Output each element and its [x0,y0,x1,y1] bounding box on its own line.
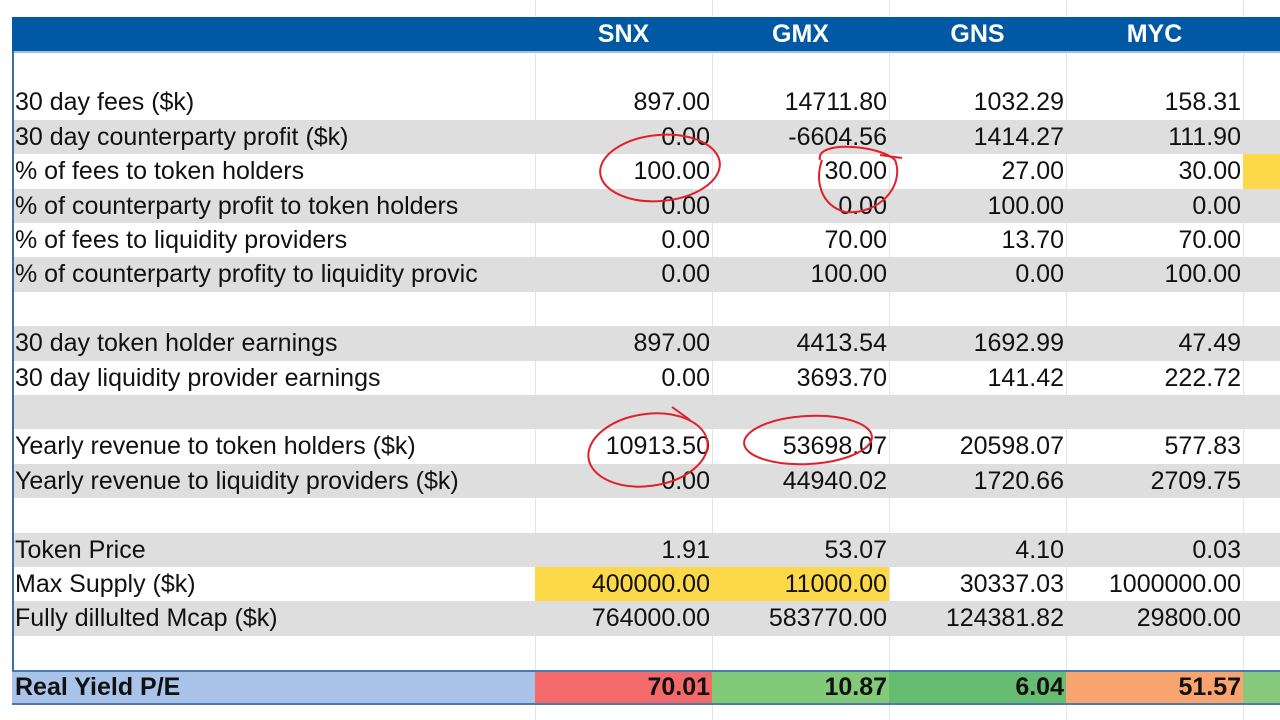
table-row: 30 day liquidity provider earnings 0.00 36… [12,361,1280,395]
pe-value-snx[interactable]: 70.01 [535,672,712,703]
cell-myc[interactable]: 0.00 [1192,191,1241,220]
table-row: Token Price 1.91 53.07 4.10 0.03 [12,532,1280,567]
cell-myc[interactable]: 100.00 [1164,260,1241,289]
row-label[interactable]: Fully dillulted Mcap ($k) [15,604,278,633]
cell-gns[interactable]: 27.00 [1001,157,1064,186]
row-label[interactable]: Yearly revenue to liquidity providers ($… [15,466,459,495]
cell-gns[interactable]: 1032.29 [973,88,1064,117]
cell-gmx[interactable]: 3693.70 [796,363,887,392]
cell-snx[interactable]: 0.00 [661,260,710,289]
cell-myc[interactable]: 158.31 [1164,88,1241,117]
cell-snx[interactable]: 0.00 [661,466,710,495]
row-label[interactable]: 30 day fees ($k) [15,88,195,117]
cell-myc[interactable]: 70.00 [1178,226,1241,254]
row-label[interactable]: % of fees to token holders [15,157,305,186]
cell-snx[interactable]: 10913.50 [605,432,710,461]
table-row: Fully dillulted Mcap ($k) 764000.00 583770… [12,601,1280,636]
cell-gmx[interactable]: 0.00 [838,191,887,220]
header-row: SNX GMX GNS MYC [12,17,1280,53]
row-label[interactable]: % of counterparty profity to liquidity p… [15,260,478,289]
cell-gns[interactable]: 13.70 [1001,226,1064,254]
cell-snx[interactable]: 897.00 [633,88,710,117]
cell-myc[interactable]: 111.90 [1168,122,1241,151]
row-label[interactable]: 30 day counterparty profit ($k) [15,122,349,151]
cell-gns[interactable]: 1720.66 [973,466,1064,495]
table-row: 30 day token holder earnings 897.00 4413.5… [12,326,1280,361]
cell-gmx[interactable]: 53698.07 [782,432,887,461]
cell-snx[interactable]: 100.00 [633,157,710,186]
cell-gns[interactable]: 0.00 [1015,260,1064,289]
cell-gns[interactable]: 30337.03 [959,570,1064,598]
table-row: Yearly revenue to token holders ($k) 1091… [12,429,1280,463]
table-row: % of fees to liquidity providers 0.00 70.0… [12,223,1280,257]
cell-gns[interactable]: 1414.27 [973,122,1064,151]
row-label[interactable]: Max Supply ($k) [15,570,196,598]
row-label[interactable]: % of counterparty profit to token holder… [15,191,459,220]
cell-gns[interactable]: 124381.82 [945,604,1064,633]
cell-myc[interactable]: 29800.00 [1136,604,1241,633]
cell-gmx[interactable]: 14711.80 [784,88,887,117]
cell-gmx[interactable]: 4413.54 [796,329,887,358]
column-header[interactable]: MYC [1126,20,1183,48]
cell-snx[interactable]: 0.00 [661,226,710,254]
cell-gns[interactable]: 1692.99 [973,329,1064,358]
cell-gns[interactable]: 141.42 [987,363,1064,392]
cell-myc[interactable]: 1000000.00 [1108,570,1241,598]
cell-gmx[interactable]: 70.00 [824,226,887,254]
pe-value-gmx[interactable]: 10.87 [712,672,889,703]
table-row: Max Supply ($k) 400000.00 11000.00 30337.03… [12,567,1280,602]
cell-gmx[interactable]: 583770.00 [768,604,887,633]
pe-row: Real Yield P/E 70.01 10.87 6.04 51.57 [12,670,1280,705]
cell-snx[interactable]: 897.00 [633,329,710,358]
cell-gns[interactable]: 100.00 [987,191,1064,220]
row-label[interactable]: 30 day liquidity provider earnings [15,363,381,392]
cell-snx[interactable]: 0.00 [661,363,710,392]
cell-snx[interactable]: 764000.00 [591,604,710,633]
cell-snx[interactable]: 1.91 [661,535,710,564]
table-row: % of counterparty profit to token holder… [12,188,1280,223]
table-row: 30 day fees ($k) 897.00 14711.80 1032.29 158… [12,85,1280,119]
cell-myc[interactable]: 0.03 [1192,535,1241,564]
cell-gmx[interactable]: 44940.02 [782,466,887,495]
row-label[interactable]: Yearly revenue to token holders ($k) [15,432,416,461]
cell-snx[interactable]: 400000.00 [535,567,712,602]
table-row: % of fees to token holders 100.00 30.00 27.… [12,154,1280,189]
cell-gmx[interactable]: 53.07 [824,535,887,564]
cell-gns[interactable]: 20598.07 [959,432,1064,461]
pe-value-myc[interactable]: 51.57 [1066,672,1243,703]
pe-label[interactable]: Real Yield P/E [12,672,535,703]
cell-myc[interactable]: 47.49 [1178,329,1241,358]
column-header[interactable]: GNS [950,20,1005,48]
cell-gmx[interactable]: 11000.00 [712,567,889,602]
table-row [12,395,1280,430]
cell-myc[interactable]: 222.72 [1164,363,1241,392]
cell-gmx[interactable]: -6604.56 [788,122,887,151]
row-label[interactable]: Token Price [15,535,146,564]
cell-myc[interactable]: 577.83 [1164,432,1241,461]
cell-gmx[interactable]: 30.00 [824,157,887,186]
pe-value-gns[interactable]: 6.04 [889,672,1066,703]
row-label[interactable]: 30 day token holder earnings [15,329,338,358]
cell-gns[interactable]: 4.10 [1015,535,1064,564]
cell-myc[interactable]: 30.00 [1178,157,1241,186]
column-header[interactable]: SNX [597,20,650,48]
table-row: % of counterparty profity to liquidity p… [12,257,1280,292]
cell-myc[interactable]: 2709.75 [1150,466,1241,495]
row-label[interactable]: % of fees to liquidity providers [15,226,348,254]
table-row: Yearly revenue to liquidity providers ($… [12,463,1280,499]
column-header[interactable]: GMX [772,20,829,48]
cell-gmx[interactable]: 100.00 [810,260,887,289]
